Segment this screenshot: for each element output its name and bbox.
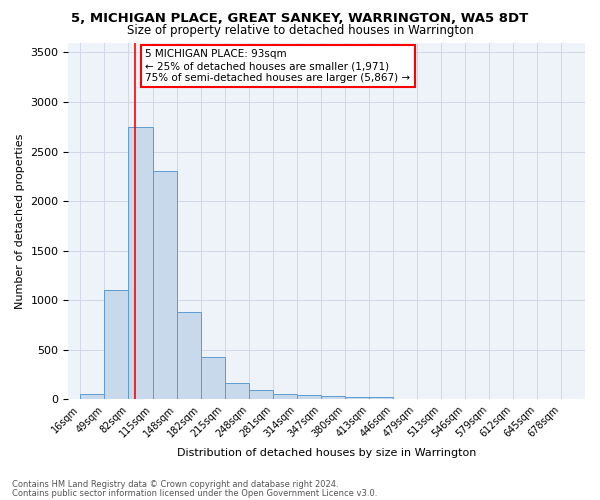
Bar xyxy=(224,382,248,400)
Text: Contains HM Land Registry data © Crown copyright and database right 2024.: Contains HM Land Registry data © Crown c… xyxy=(12,480,338,489)
Bar xyxy=(152,172,176,400)
Bar xyxy=(176,312,200,400)
Text: Contains public sector information licensed under the Open Government Licence v3: Contains public sector information licen… xyxy=(12,489,377,498)
Text: Size of property relative to detached houses in Warrington: Size of property relative to detached ho… xyxy=(127,24,473,37)
Bar xyxy=(369,397,393,400)
X-axis label: Distribution of detached houses by size in Warrington: Distribution of detached houses by size … xyxy=(177,448,476,458)
Bar xyxy=(80,394,104,400)
Bar xyxy=(320,396,345,400)
Bar xyxy=(272,394,296,400)
Y-axis label: Number of detached properties: Number of detached properties xyxy=(15,134,25,308)
Bar xyxy=(104,290,128,400)
Text: 5, MICHIGAN PLACE, GREAT SANKEY, WARRINGTON, WA5 8DT: 5, MICHIGAN PLACE, GREAT SANKEY, WARRING… xyxy=(71,12,529,26)
Bar xyxy=(128,127,152,400)
Bar xyxy=(345,398,369,400)
Bar xyxy=(200,357,224,400)
Bar xyxy=(296,395,320,400)
Text: 5 MICHIGAN PLACE: 93sqm
← 25% of detached houses are smaller (1,971)
75% of semi: 5 MICHIGAN PLACE: 93sqm ← 25% of detache… xyxy=(145,50,410,82)
Bar xyxy=(248,390,272,400)
